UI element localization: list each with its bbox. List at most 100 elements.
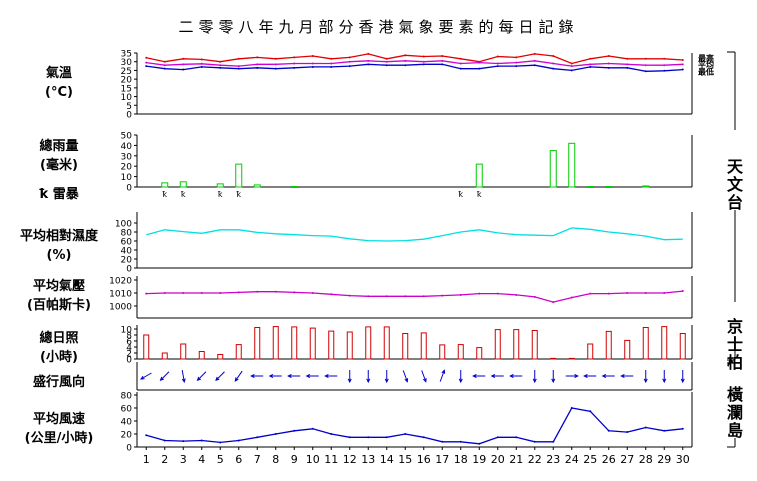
- day-label: 20: [491, 453, 505, 466]
- temperature-ytick-label: 5: [126, 102, 132, 112]
- temperature-mean-point: [348, 60, 351, 63]
- sunshine-label: 總日照 (小時): [39, 331, 79, 365]
- temperature-min-point: [348, 65, 351, 68]
- rainfall-ytick-label: 50: [121, 132, 133, 142]
- wind-arrow-head: [601, 374, 607, 378]
- wind-dir-label: 盛行風向: [32, 375, 85, 390]
- wind-speed-point: [459, 440, 462, 443]
- temperature-min-line: [146, 63, 683, 72]
- temperature-mean-point: [441, 59, 444, 62]
- wind-arrow-head: [490, 374, 496, 378]
- temperature-min-point: [533, 64, 536, 67]
- wind-arrow-head: [551, 378, 556, 384]
- wind-arrow: [421, 370, 427, 383]
- wind-speed-point: [348, 436, 351, 439]
- wind-speed-point: [367, 436, 370, 439]
- pressure-label: 平均氣壓 (百帕斯卡): [27, 279, 91, 313]
- rainfall-bar: [290, 185, 298, 188]
- rainfall-bar: [179, 181, 187, 188]
- sunshine-bar: [272, 326, 279, 360]
- temperature-max-point: [145, 56, 148, 59]
- day-label: 13: [361, 453, 375, 466]
- day-label: 14: [380, 453, 394, 466]
- day-label: 28: [639, 453, 653, 466]
- temperature-min-point: [681, 68, 684, 71]
- pressure-point: [200, 292, 203, 294]
- temperature-mean-point: [478, 61, 481, 64]
- wind-arrow: [384, 370, 389, 384]
- rh-label: 平均相對濕度 (%): [19, 229, 98, 263]
- temperature-min-point: [274, 67, 277, 70]
- temperature-max-point: [163, 60, 166, 63]
- wind-arrow-head: [509, 374, 514, 378]
- temperature-min-point: [256, 66, 259, 69]
- rainfall-ytick-label: 40: [121, 142, 133, 152]
- wind-speed-ytick-label: 60: [121, 405, 133, 415]
- pressure-point: [533, 295, 536, 298]
- temperature-mean-point: [496, 62, 499, 65]
- wind-arrow-head: [662, 378, 667, 384]
- rainfall-bar: [605, 185, 613, 188]
- sunshine-bar: [346, 331, 353, 360]
- wind-arrow-head: [324, 374, 329, 378]
- temperature-max-point: [200, 58, 203, 61]
- wind-arrow-head: [181, 378, 186, 384]
- temperature-mean-point: [663, 64, 666, 67]
- wind-arrow-shaft: [402, 370, 408, 382]
- wind-arrow-head: [441, 369, 446, 374]
- temperature-min-point: [367, 63, 370, 66]
- wind-speed-ytick-label: 40: [121, 418, 133, 428]
- wind-arrow: [215, 371, 225, 382]
- temperature-max-point: [459, 57, 462, 60]
- temperature-max-point: [570, 62, 573, 65]
- wind-arrow: [643, 370, 648, 384]
- wind-speed-point: [385, 436, 388, 439]
- pressure-point: [163, 292, 166, 294]
- wind-speed-point: [570, 407, 573, 409]
- pressure-point: [459, 293, 462, 296]
- pressure-point: [311, 292, 314, 294]
- temperature-max-point: [589, 57, 592, 60]
- temperature-mean-point: [237, 65, 240, 68]
- wind-speed-point: [163, 439, 166, 442]
- wind-arrow: [509, 374, 523, 378]
- temperature-max-point: [681, 58, 684, 61]
- temperature-max-point: [422, 55, 425, 58]
- sunshine-bar: [383, 326, 390, 360]
- temperature-min-point: [441, 63, 444, 66]
- day-label: 3: [180, 453, 187, 466]
- sunshine-bar: [161, 352, 168, 360]
- day-label: 17: [435, 453, 449, 466]
- temperature-ytick-label: 0: [126, 111, 132, 121]
- day-label: 21: [509, 453, 523, 466]
- rainfall-bar: [161, 182, 169, 188]
- pressure-point: [293, 291, 296, 294]
- sunshine-bar: [217, 354, 224, 360]
- wind-speed-point: [681, 427, 684, 430]
- wind-arrow-shaft: [215, 371, 225, 381]
- day-label: 7: [254, 453, 261, 466]
- wind-speed-point: [237, 439, 240, 442]
- wind-speed-point: [515, 436, 518, 439]
- wind-speed-point: [644, 426, 647, 429]
- temp-label: 氣溫 (°C): [45, 66, 73, 100]
- sunshine-bar: [624, 339, 631, 360]
- temperature-ytick-label: 25: [121, 67, 132, 77]
- temperature-max-point: [607, 54, 610, 57]
- pressure-point: [256, 290, 259, 293]
- wind-arrow-head: [643, 378, 648, 384]
- wind-speed-point: [274, 433, 277, 435]
- sunshine-bar: [328, 330, 335, 360]
- wind-speed-point: [478, 442, 481, 445]
- wind-speed-point: [311, 427, 314, 430]
- temperature-mean-point: [145, 61, 148, 64]
- temperature-max-point: [274, 57, 277, 60]
- pressure-point: [478, 292, 481, 295]
- temperature-max-point: [385, 57, 388, 60]
- wind-arrow-head: [234, 377, 239, 382]
- temperature-ytick-label: 20: [121, 76, 133, 86]
- sunshine-bar: [476, 347, 483, 360]
- wind-arrow: [551, 370, 556, 384]
- wind-arrow-head: [620, 374, 625, 378]
- temperature-mean-point: [163, 64, 166, 67]
